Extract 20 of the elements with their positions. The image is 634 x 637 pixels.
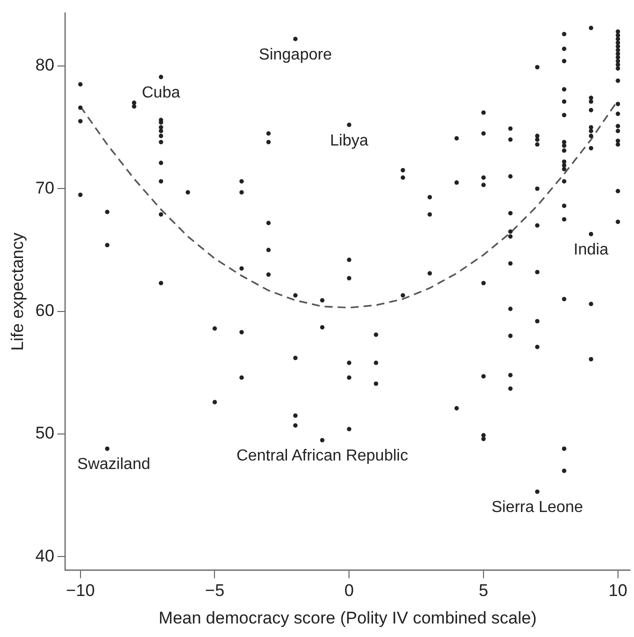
x-tick-label: 5: [478, 581, 488, 600]
annotation: Central African Republic: [236, 448, 408, 465]
x-axis-title: Mean democracy score (Polity IV combined scale): [158, 608, 537, 628]
annotation: Singapore: [258, 46, 332, 64]
y-axis-title: Life expectancy: [8, 232, 27, 351]
x-tick-label: 10: [608, 581, 628, 600]
annotation: India: [574, 241, 608, 258]
x-tick-label: 0: [344, 581, 354, 600]
annotation: Sierra Leone: [491, 499, 584, 516]
y-tick-label: 60: [35, 301, 54, 320]
annotation: Cuba: [142, 84, 180, 102]
y-tick-label: 80: [35, 56, 54, 75]
annotation: Libya: [330, 132, 368, 150]
x-tick-label: −10: [66, 581, 95, 600]
line-series: [80, 100, 619, 308]
y-tick-label: 70: [35, 178, 54, 198]
x-tick-label: −5: [205, 581, 224, 600]
y-tick-label: 50: [35, 424, 54, 443]
annotation: Swaziland: [77, 456, 150, 474]
y-tick-label: 40: [35, 546, 54, 566]
